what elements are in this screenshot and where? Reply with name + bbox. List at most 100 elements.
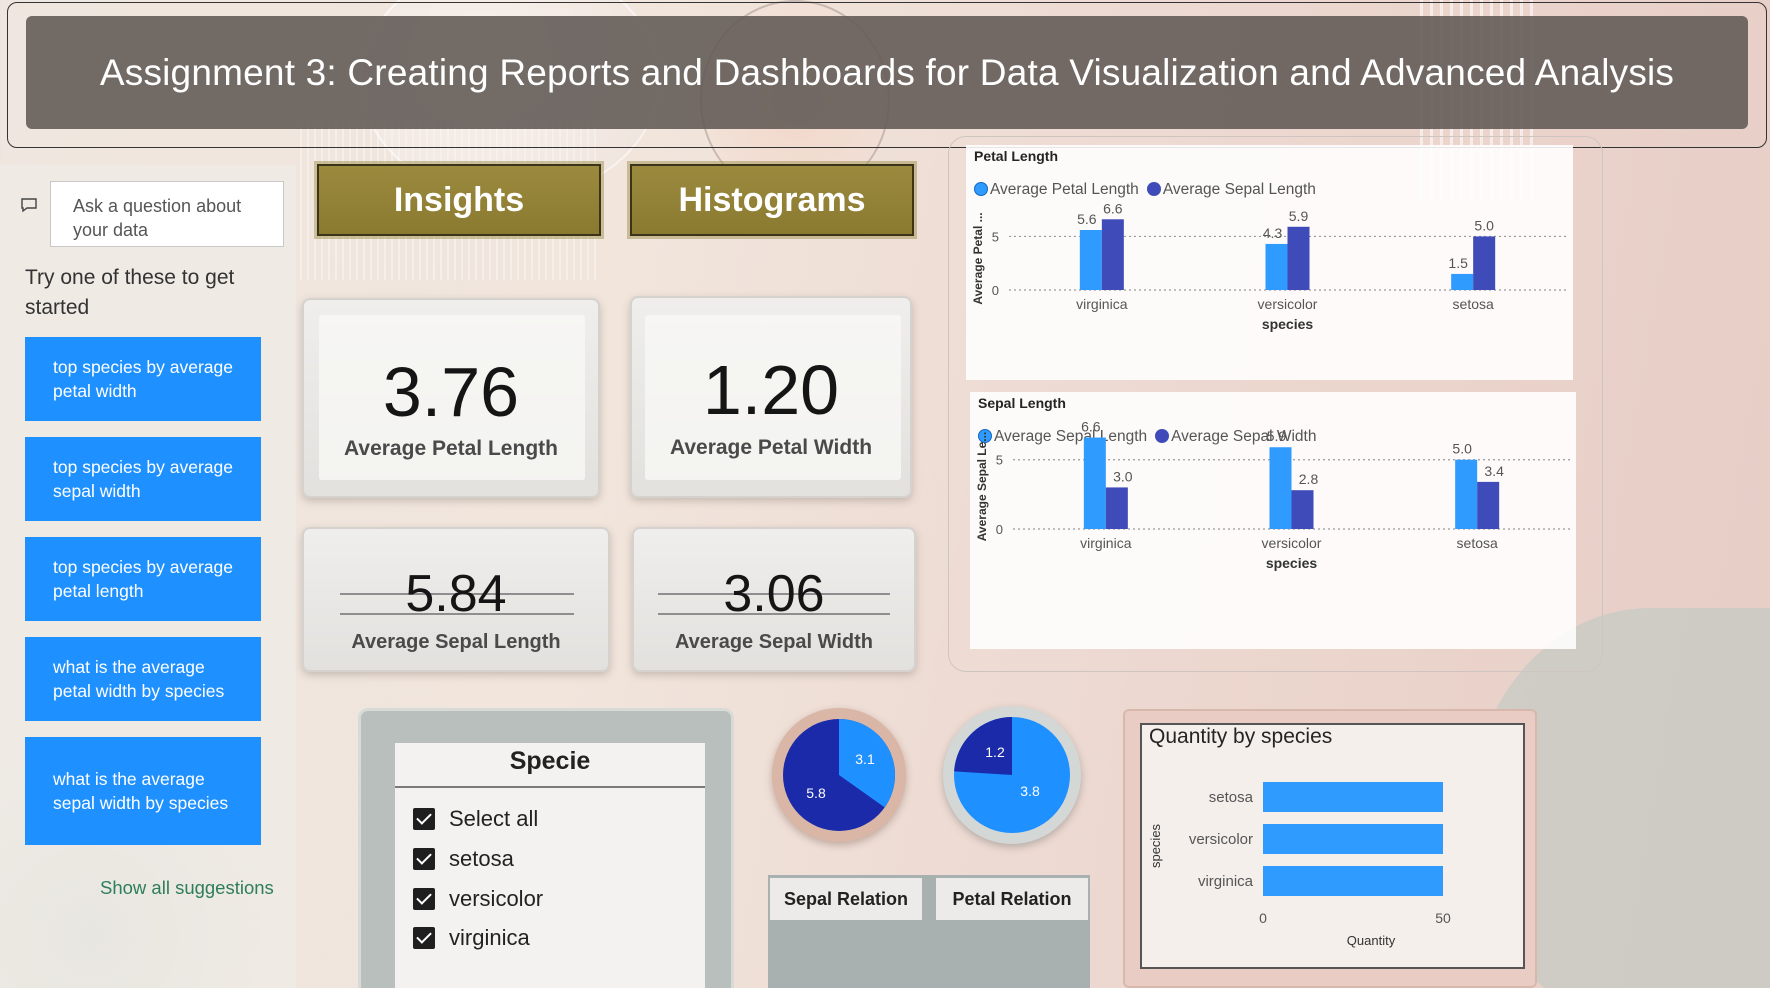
y-tick-label: 0 [996, 522, 1003, 537]
x-tick-label: virginica [1080, 535, 1132, 551]
y-tick-label: 0 [992, 283, 999, 298]
bar [1105, 487, 1128, 529]
chart-legend: Average Petal Length Average Sepal Lengt… [974, 181, 1316, 199]
tab-sepal-relation[interactable]: Sepal Relation [770, 878, 922, 920]
qa-try-text: Try one of these to get started [25, 266, 235, 319]
x-tick-label: versicolor [1262, 535, 1322, 551]
slicer-item-setosa[interactable]: setosa [413, 846, 514, 871]
insights-button[interactable]: Insights [317, 164, 601, 236]
chart-title: Quantity by species [1149, 725, 1333, 748]
header-banner: Assignment 3: Creating Reports and Dashb… [26, 16, 1748, 129]
bar [1477, 481, 1500, 529]
y-tick-label: 5 [992, 229, 999, 244]
pie-slice [839, 719, 895, 808]
suggestion-button[interactable]: top species by average petal length [25, 537, 261, 621]
qa-question-input[interactable]: Ask a question about your data [50, 181, 284, 247]
pie-slice [954, 717, 1012, 775]
sepal-pie-chart: 5.8 3.1 [772, 708, 906, 842]
bar [1473, 236, 1496, 290]
y-axis-title: Average Sepal Le... [975, 432, 989, 542]
bar [1263, 782, 1443, 812]
x-tick-label: 50 [1435, 910, 1451, 926]
quantity-by-species-chart: Quantity by species setosa versicolor virg… [1140, 723, 1525, 969]
checkbox-checked-icon[interactable] [413, 888, 435, 910]
kpi-value: 5.84 [405, 565, 507, 623]
kpi-card-sepal-length: 5.84 Average Sepal Length [302, 527, 610, 672]
slicer-item-virginica[interactable]: virginica [413, 925, 530, 950]
data-label: 5.6 [1077, 211, 1097, 227]
kpi-label: Average Sepal Length [351, 631, 561, 653]
pie-label: 3.8 [1020, 783, 1040, 799]
sepal-length-chart: Sepal Length Average Sepal Length Averag… [970, 392, 1576, 649]
sepal-length-plot: 0 5 6.6 3.0 virginica 5.9 2.8 versicolor 5.0 3.4 s… [975, 419, 1570, 571]
y-axis-title: Average Petal ... [971, 212, 985, 304]
bar [1083, 437, 1106, 529]
chat-icon [21, 198, 37, 213]
bar [1265, 243, 1288, 290]
header-frame [7, 2, 1767, 148]
kpi-card-sepal-width: 3.06 Average Sepal Width [632, 527, 916, 672]
data-label: 6.6 [1081, 419, 1101, 435]
suggestion-button[interactable]: what is the average petal width by speci… [25, 637, 261, 721]
bar [1269, 447, 1292, 529]
legend-item: Average Sepal Length [1146, 181, 1316, 199]
bar [1287, 226, 1310, 290]
kpi-card-petal-width: 1.20 Average Petal Width [630, 296, 912, 498]
bar [1263, 866, 1443, 896]
kpi-label: Average Sepal Width [674, 631, 874, 653]
data-label: 2.8 [1299, 471, 1319, 487]
chart-legend: Average Sepal Length Average Sepal Width [978, 428, 1316, 446]
slicer-item-versicolor[interactable]: versicolor [413, 886, 543, 911]
suggestion-button[interactable]: top species by average sepal width [25, 437, 261, 521]
petal-length-chart: Petal Length Average Petal Length Averag… [966, 145, 1573, 380]
charts-frame [948, 136, 1603, 672]
pie-label: 5.8 [806, 785, 826, 801]
y-tick-label: setosa [1209, 789, 1254, 806]
checkbox-checked-icon[interactable] [413, 848, 435, 870]
kpi-value: 3.06 [723, 565, 825, 623]
kpi-label: Average Petal Length [344, 437, 558, 460]
qa-panel: Ask a question about your data Try one o… [0, 165, 296, 988]
x-axis-title: species [1262, 316, 1314, 332]
suggestion-button[interactable]: top species by average petal width [25, 337, 261, 421]
suggestion-button[interactable]: what is the average sepal width by speci… [25, 737, 261, 845]
x-axis-title: Quantity [1347, 933, 1396, 948]
x-tick-label: versicolor [1258, 296, 1318, 312]
x-tick-label: virginica [1076, 296, 1128, 312]
data-label: 6.6 [1103, 200, 1123, 216]
legend-item: Average Sepal Width [1155, 428, 1316, 446]
checkbox-checked-icon[interactable] [413, 927, 435, 949]
data-label: 5.0 [1474, 217, 1494, 233]
x-tick-label: 0 [1259, 910, 1267, 926]
x-tick-label: setosa [1457, 535, 1498, 551]
tab-petal-relation[interactable]: Petal Relation [936, 878, 1088, 920]
checkbox-checked-icon[interactable] [413, 808, 435, 830]
pie-label: 3.1 [855, 751, 875, 767]
page-title: Assignment 3: Creating Reports and Dashb… [99, 51, 1675, 93]
data-label: 5.0 [1452, 441, 1472, 457]
x-axis-title: species [1266, 555, 1318, 571]
quantity-plot: setosa versicolor virginica 0 50 Quantity spec… [1148, 782, 1451, 948]
chart-title: Petal Length [974, 148, 1059, 164]
kpi-value: 1.20 [702, 351, 840, 429]
legend-item: Average Sepal Length [978, 428, 1147, 446]
y-tick-label: virginica [1198, 873, 1254, 890]
bar [1079, 230, 1102, 290]
legend-item: Average Petal Length [974, 181, 1139, 199]
kpi-card-petal-length: 3.76 Average Petal Length [302, 298, 600, 498]
pie-label: 1.2 [985, 744, 1005, 760]
bar [1101, 219, 1124, 290]
kpi-value: 3.76 [382, 353, 520, 431]
chart-title: Sepal Length [978, 395, 1066, 411]
species-slicer: Specie Select all setosa versicolor virg… [395, 743, 705, 988]
bar [1263, 824, 1443, 854]
data-label: 4.3 [1263, 225, 1283, 241]
histograms-button[interactable]: Histograms [630, 164, 914, 236]
y-axis-title: species [1148, 823, 1163, 868]
slicer-item-select-all[interactable]: Select all [413, 806, 538, 831]
bar [1455, 459, 1478, 529]
data-label: 1.5 [1448, 255, 1468, 271]
show-all-suggestions-link[interactable]: Show all suggestions [100, 877, 274, 898]
data-label: 5.9 [1289, 208, 1309, 224]
petal-length-plot: 0 5 5.6 6.6 virginica 4.3 5.9 versicolor 1.5 5.0 s… [971, 200, 1566, 332]
